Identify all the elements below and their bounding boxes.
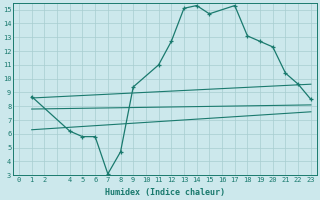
X-axis label: Humidex (Indice chaleur): Humidex (Indice chaleur) [105, 188, 225, 197]
